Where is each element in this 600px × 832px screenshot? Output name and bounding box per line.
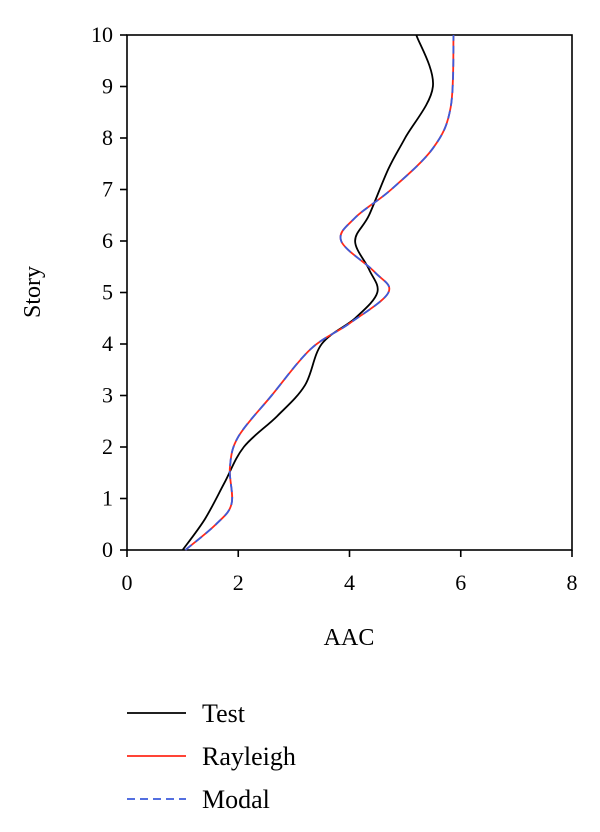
- y-tick-label: 6: [102, 228, 113, 253]
- y-tick-label: 4: [102, 331, 113, 356]
- legend-label-test: Test: [202, 699, 246, 728]
- y-tick-label: 0: [102, 537, 113, 562]
- series-group: [181, 34, 455, 551]
- legend-label-modal: Modal: [202, 785, 270, 814]
- x-axis-label: AAC: [324, 625, 375, 651]
- y-axis: 0 1 2 3 4 5 6 7 8 9 10: [91, 22, 127, 562]
- legend-label-rayleigh: Rayleigh: [202, 742, 296, 771]
- y-tick-label: 9: [102, 74, 113, 99]
- series-line-test: [181, 34, 434, 551]
- y-tick-label: 3: [102, 383, 113, 408]
- series-line-rayleigh: [184, 34, 455, 551]
- x-tick-label: 8: [567, 570, 578, 595]
- legend: Test Rayleigh Modal: [127, 699, 296, 814]
- x-tick-label: 2: [233, 570, 244, 595]
- series-line-modal: [184, 34, 455, 551]
- y-axis-label: Story: [20, 266, 46, 318]
- y-tick-label: 5: [102, 280, 113, 305]
- x-tick-label: 6: [455, 570, 466, 595]
- x-tick-label: 4: [344, 570, 355, 595]
- plot-frame: [126, 34, 573, 551]
- y-tick-label: 7: [102, 177, 113, 202]
- x-tick-label: 0: [122, 570, 133, 595]
- y-tick-label: 1: [102, 486, 113, 511]
- y-tick-label: 8: [102, 125, 113, 150]
- y-tick-label: 10: [91, 22, 113, 47]
- x-axis: 0 2 4 6 8: [122, 550, 578, 595]
- y-tick-label: 2: [102, 434, 113, 459]
